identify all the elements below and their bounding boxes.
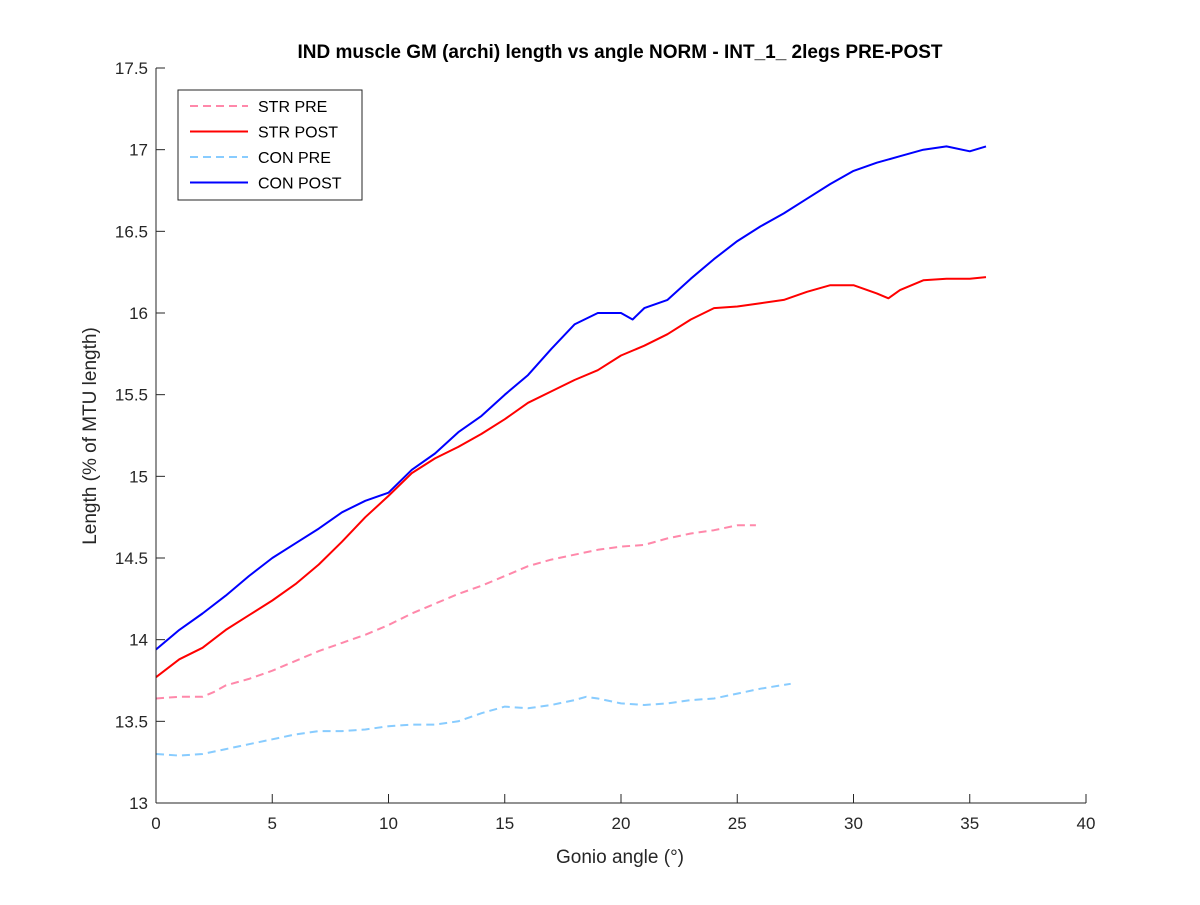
series-line-str-post	[155, 276, 987, 678]
y-tick-label: 14.5	[115, 549, 148, 568]
x-tick-label: 40	[1077, 814, 1096, 833]
y-tick-label: 16	[129, 304, 148, 323]
chart-title: IND muscle GM (archi) length vs angle NO…	[297, 42, 942, 63]
x-tick-label: 0	[151, 814, 160, 833]
y-tick-label: 17.5	[115, 59, 148, 78]
legend-label: STR POST	[258, 125, 338, 142]
y-tick-label: 13.5	[115, 712, 148, 731]
x-axis-label: Gonio angle (°)	[556, 847, 684, 868]
x-tick-label: 10	[379, 814, 398, 833]
x-tick-label: 35	[960, 814, 979, 833]
y-axis-label: Length (% of MTU length)	[80, 327, 101, 545]
x-tick-label: 5	[268, 814, 277, 833]
series-line-con-pre	[155, 682, 791, 757]
y-tick-label: 16.5	[115, 222, 148, 241]
series-line-con-post	[155, 145, 987, 651]
legend: STR PRE STR POST CON PRE CON POST	[177, 89, 363, 201]
legend-label: STR PRE	[258, 99, 327, 116]
y-tick-label: 14	[129, 631, 148, 650]
series-layer	[155, 145, 987, 757]
series-line-str-pre	[155, 524, 756, 700]
legend-label: CON POST	[258, 176, 342, 193]
x-tick-label: 25	[728, 814, 747, 833]
axes-layer: 0 5 10 15 20 25 30 35 40 13 13.5 14 14.5 15 15.5 16 16.5…	[115, 59, 1096, 833]
legend-label: CON PRE	[258, 150, 331, 167]
y-tick-label: 13	[129, 794, 148, 813]
y-tick-label: 17	[129, 141, 148, 160]
x-tick-label: 15	[495, 814, 514, 833]
y-tick-label: 15.5	[115, 386, 148, 405]
x-tick-label: 30	[844, 814, 863, 833]
x-tick-label: 20	[612, 814, 631, 833]
y-tick-label: 15	[129, 467, 148, 486]
